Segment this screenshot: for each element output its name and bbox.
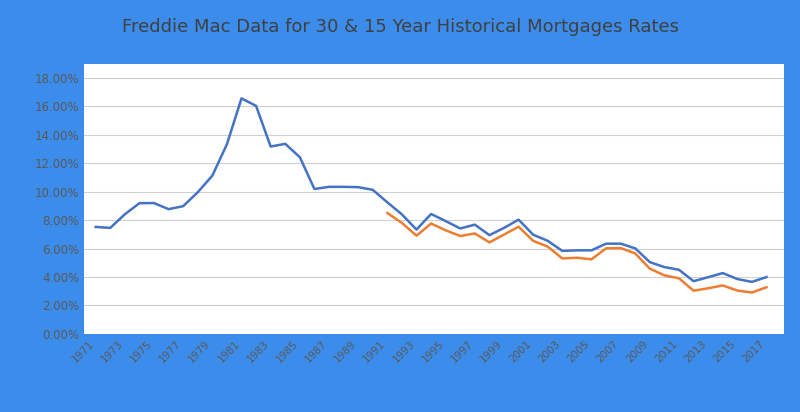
Average Annual Rate - 15 year [426, 221, 436, 226]
Average Annual Rate - 15 year [543, 244, 553, 249]
Average Annual Rate - 15 year [470, 231, 480, 236]
Average Annual Rate - 15 year [586, 257, 596, 262]
Average Annual Rate - 30 year [616, 241, 626, 246]
Average Annual Rate - 30 year [149, 201, 158, 206]
Average Annual Rate - 30 year [426, 211, 436, 216]
Average Annual Rate - 30 year [251, 103, 261, 108]
Average Annual Rate - 30 year [266, 144, 275, 149]
Average Annual Rate - 15 year [602, 246, 611, 251]
Average Annual Rate - 30 year [412, 227, 422, 232]
Average Annual Rate - 30 year [485, 233, 494, 238]
Line: Average Annual Rate - 30 year: Average Annual Rate - 30 year [96, 98, 766, 282]
Average Annual Rate - 30 year [572, 248, 582, 253]
Average Annual Rate - 30 year [703, 275, 713, 280]
Average Annual Rate - 30 year [602, 241, 611, 246]
Average Annual Rate - 30 year [586, 248, 596, 253]
Average Annual Rate - 30 year [207, 173, 217, 178]
Line: Average Annual Rate - 15 year: Average Annual Rate - 15 year [387, 213, 766, 293]
Average Annual Rate - 15 year [558, 256, 567, 261]
Average Annual Rate - 15 year [689, 288, 698, 293]
Average Annual Rate - 30 year [338, 185, 348, 190]
Average Annual Rate - 15 year [455, 234, 465, 239]
Average Annual Rate - 30 year [368, 187, 378, 192]
Average Annual Rate - 30 year [674, 267, 684, 272]
Average Annual Rate - 30 year [747, 279, 757, 284]
Average Annual Rate - 30 year [762, 274, 771, 279]
Average Annual Rate - 15 year [412, 233, 422, 238]
Average Annual Rate - 30 year [237, 96, 246, 101]
Average Annual Rate - 30 year [455, 226, 465, 231]
Average Annual Rate - 15 year [630, 251, 640, 256]
Average Annual Rate - 30 year [441, 219, 450, 224]
Average Annual Rate - 15 year [645, 266, 654, 271]
Average Annual Rate - 30 year [134, 201, 144, 206]
Average Annual Rate - 30 year [718, 271, 727, 276]
Average Annual Rate - 30 year [397, 212, 406, 217]
Average Annual Rate - 30 year [514, 217, 523, 222]
Average Annual Rate - 15 year [514, 224, 523, 229]
Average Annual Rate - 30 year [645, 260, 654, 265]
Average Annual Rate - 15 year [499, 232, 509, 237]
Average Annual Rate - 15 year [382, 211, 392, 215]
Average Annual Rate - 30 year [120, 212, 130, 217]
Average Annual Rate - 30 year [354, 185, 363, 190]
Text: Freddie Mac Data for 30 & 15 Year Historical Mortgages Rates: Freddie Mac Data for 30 & 15 Year Histor… [122, 18, 678, 36]
Average Annual Rate - 15 year [485, 240, 494, 245]
Average Annual Rate - 30 year [528, 232, 538, 237]
Average Annual Rate - 30 year [91, 225, 101, 229]
Average Annual Rate - 15 year [703, 286, 713, 291]
Average Annual Rate - 15 year [762, 285, 771, 290]
Average Annual Rate - 30 year [630, 246, 640, 251]
Average Annual Rate - 15 year [572, 255, 582, 260]
Average Annual Rate - 30 year [499, 225, 509, 230]
Average Annual Rate - 30 year [689, 279, 698, 283]
Average Annual Rate - 30 year [310, 187, 319, 192]
Average Annual Rate - 30 year [164, 207, 174, 212]
Average Annual Rate - 30 year [222, 142, 232, 147]
Average Annual Rate - 30 year [558, 248, 567, 253]
Average Annual Rate - 15 year [674, 276, 684, 281]
Average Annual Rate - 30 year [106, 225, 115, 230]
Average Annual Rate - 15 year [528, 239, 538, 243]
Average Annual Rate - 15 year [397, 220, 406, 225]
Average Annual Rate - 30 year [543, 239, 553, 243]
Average Annual Rate - 15 year [718, 283, 727, 288]
Average Annual Rate - 30 year [660, 265, 670, 269]
Average Annual Rate - 30 year [470, 222, 480, 227]
Average Annual Rate - 30 year [382, 200, 392, 205]
Average Annual Rate - 15 year [616, 246, 626, 250]
Average Annual Rate - 30 year [733, 276, 742, 281]
Average Annual Rate - 30 year [193, 190, 202, 195]
Average Annual Rate - 30 year [178, 204, 188, 208]
Average Annual Rate - 30 year [324, 185, 334, 190]
Average Annual Rate - 15 year [747, 290, 757, 295]
Average Annual Rate - 30 year [281, 141, 290, 146]
Average Annual Rate - 30 year [295, 154, 305, 159]
Average Annual Rate - 15 year [733, 288, 742, 293]
Average Annual Rate - 15 year [441, 228, 450, 233]
Average Annual Rate - 15 year [660, 273, 670, 278]
